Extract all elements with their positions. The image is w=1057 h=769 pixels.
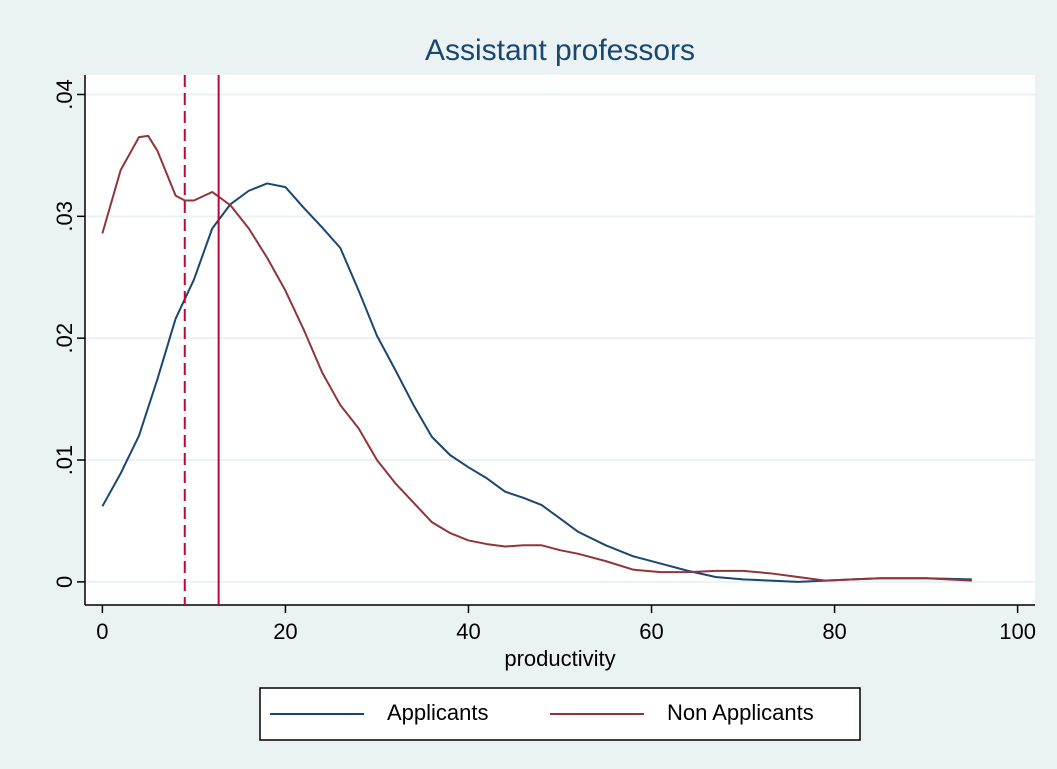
x-tick-label: 0 [96,619,108,644]
x-tick-label: 80 [822,619,846,644]
plot-area [85,75,1035,605]
y-tick-label: 0 [52,576,77,588]
series-line [101,182,972,583]
x-tick-label: 40 [456,619,480,644]
x-tick-label: 20 [273,619,297,644]
x-axis-label: productivity [504,646,615,671]
legend-label: Non Applicants [667,700,814,725]
y-tick-label: .04 [52,79,77,110]
x-tick-label: 100 [999,619,1036,644]
y-tick-label: .02 [52,323,77,354]
series-line [101,134,972,582]
y-tick-label: .01 [52,445,77,476]
x-tick-label: 60 [639,619,663,644]
legend-label: Applicants [387,700,489,725]
y-tick-label: .03 [52,201,77,232]
chart-title: Assistant professors [425,34,695,67]
